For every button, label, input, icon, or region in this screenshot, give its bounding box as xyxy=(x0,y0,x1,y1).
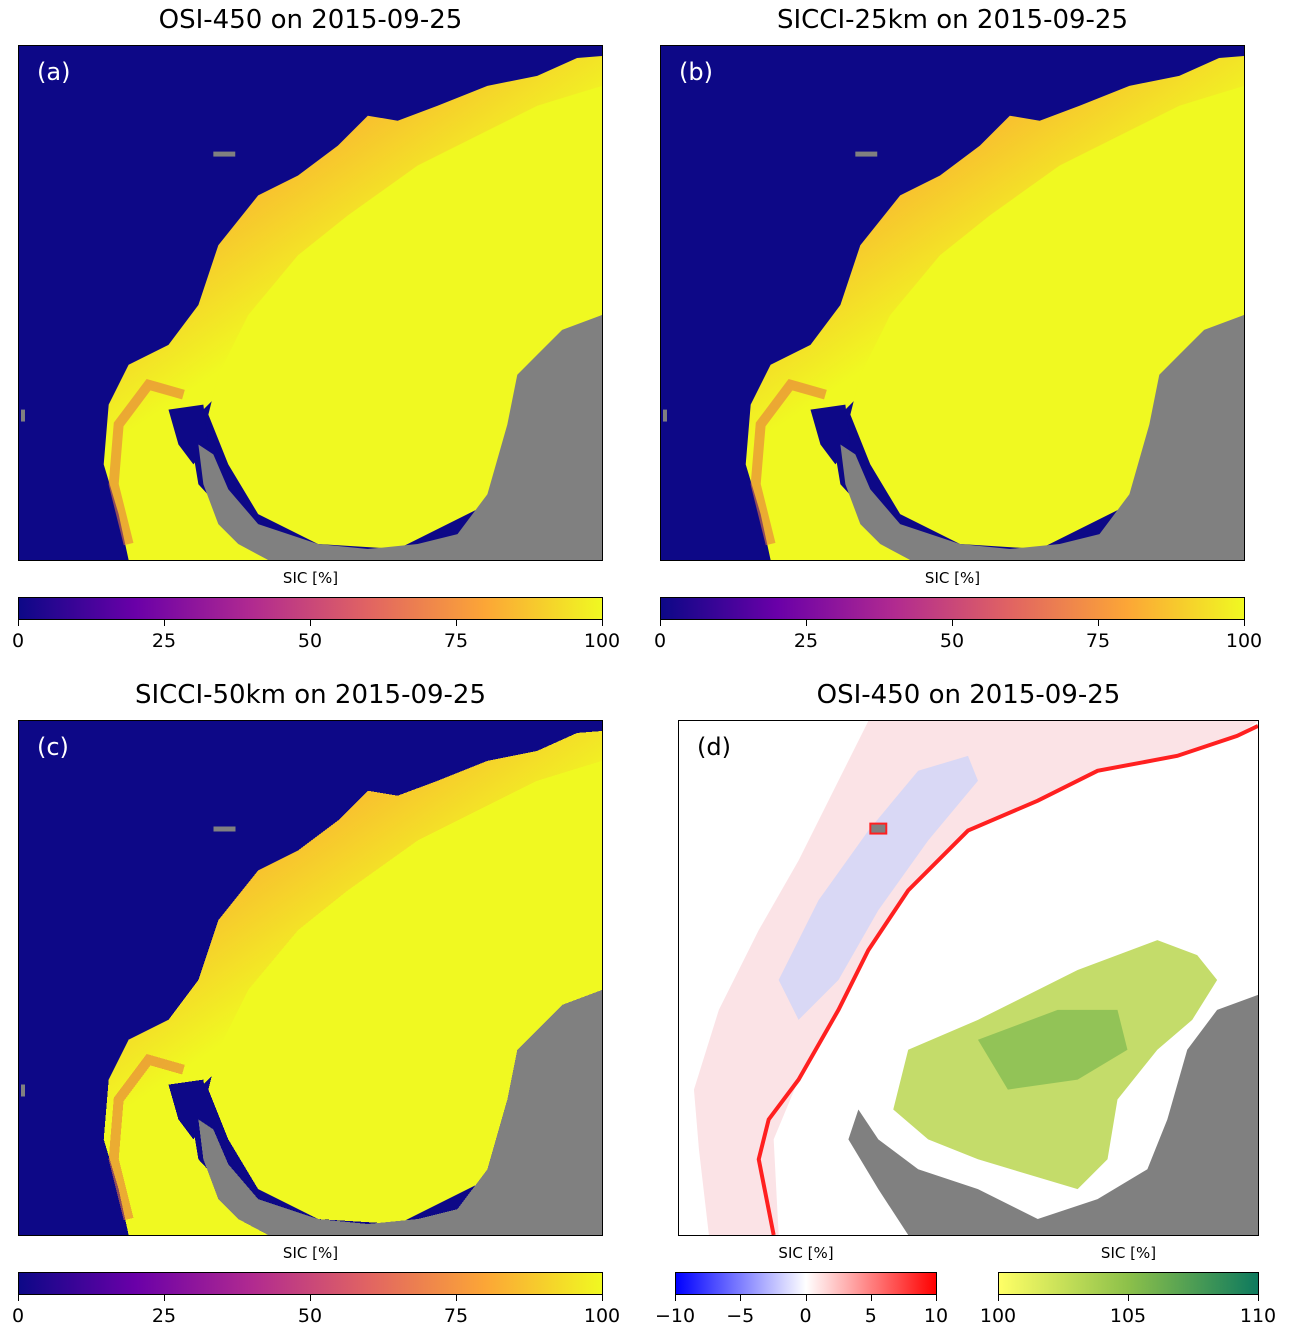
colorbar-c-tick xyxy=(164,1295,165,1301)
colorbar-c-label: SIC [%] xyxy=(282,1244,339,1262)
ice-edge-band xyxy=(108,1053,185,1221)
land-fragment xyxy=(20,409,25,422)
colorbar-d-overshoot-label: SIC [%] xyxy=(1100,1244,1157,1262)
colorbar-a-tick-label: 25 xyxy=(151,630,177,652)
panel-d-label: (d) xyxy=(697,733,731,761)
colorbar-d-difference-tick-label: −10 xyxy=(654,1305,696,1327)
colorbar-a xyxy=(18,597,603,620)
colorbar-a-tick xyxy=(310,620,311,626)
ice-edge-red-line xyxy=(756,724,1258,1235)
colorbar-b-tick-label: 100 xyxy=(1225,630,1263,652)
colorbar-b-tick xyxy=(1098,620,1099,626)
colorbar-c-tick-label: 25 xyxy=(151,1305,177,1327)
panel-c-label: (c) xyxy=(37,733,69,761)
panel-a-map: (a) xyxy=(18,45,603,561)
land-island xyxy=(869,822,888,835)
polynya xyxy=(168,404,209,465)
colorbar-d-overshoot-tick-label: 110 xyxy=(1239,1305,1277,1327)
colorbar-d-difference xyxy=(675,1272,937,1295)
blue-difference-region xyxy=(778,755,978,1020)
colorbar-d-difference-tick xyxy=(740,1295,742,1301)
colorbar-a-tick-label: 75 xyxy=(443,630,469,652)
sic-map xyxy=(20,55,602,560)
land-fragment xyxy=(20,1084,25,1097)
colorbar-b xyxy=(660,597,1245,620)
panel-d-title: OSI-450 on 2015-09-25 xyxy=(816,680,1121,710)
colorbar-a-label: SIC [%] xyxy=(282,569,339,587)
colorbar-a-tick-label: 0 xyxy=(11,630,25,652)
land-island xyxy=(213,151,236,157)
positive-difference-core xyxy=(977,1009,1128,1090)
colorbar-c xyxy=(18,1272,603,1295)
land xyxy=(848,994,1258,1235)
difference-map xyxy=(693,721,1258,1235)
colorbar-b-tick xyxy=(660,620,661,626)
panel-b-map: (b) xyxy=(660,45,1245,561)
colorbar-a-tick xyxy=(456,620,457,626)
colorbar-d-difference-tick xyxy=(936,1295,937,1301)
colorbar-d-difference-tick-label: −5 xyxy=(726,1305,755,1327)
land xyxy=(840,314,1244,560)
sic-map xyxy=(20,730,602,1235)
colorbar-d-difference-tick xyxy=(805,1295,807,1301)
colorbar-c-tick-label: 100 xyxy=(583,1305,621,1327)
ice-edge-band xyxy=(108,378,185,546)
colorbar-d-overshoot-tick-label: 105 xyxy=(1109,1305,1147,1327)
colorbar-a-tick xyxy=(164,620,165,626)
colorbar-b-tick-label: 0 xyxy=(653,630,667,652)
colorbar-c-tick xyxy=(456,1295,457,1301)
colorbar-d-difference-tick-label: 10 xyxy=(923,1305,949,1327)
colorbar-d-overshoot-tick xyxy=(1128,1295,1129,1301)
colorbar-c-tick xyxy=(18,1295,19,1301)
sic-map xyxy=(662,55,1244,560)
colorbar-d-difference-label: SIC [%] xyxy=(778,1244,834,1262)
colorbar-d-overshoot-tick-label: 100 xyxy=(979,1305,1017,1327)
colorbar-d-overshoot-tick xyxy=(998,1295,999,1301)
land-fragment xyxy=(662,409,667,422)
colorbar-b-tick xyxy=(1244,620,1245,626)
ice-edge-band xyxy=(750,378,827,546)
colorbar-a-tick-label: 100 xyxy=(583,630,621,652)
colorbar-d-overshoot-tick xyxy=(1258,1295,1259,1301)
consolidated-sea-ice xyxy=(208,760,602,1225)
consolidated-sea-ice xyxy=(208,85,602,550)
colorbar-b-tick xyxy=(952,620,953,626)
colorbar-a-tick xyxy=(602,620,603,626)
panel-c-map: (c) xyxy=(18,720,603,1236)
panel-c-title: SICCI-50km on 2015-09-25 xyxy=(134,680,486,710)
panel-a-title: OSI-450 on 2015-09-25 xyxy=(158,5,463,35)
panel-a-label: (a) xyxy=(37,58,71,86)
colorbar-c-tick-label: 75 xyxy=(443,1305,469,1327)
land-island xyxy=(213,826,236,832)
consolidated-sea-ice xyxy=(850,85,1244,550)
polynya xyxy=(168,1079,209,1140)
colorbar-c-tick xyxy=(310,1295,311,1301)
land-island xyxy=(855,151,878,157)
colorbar-a-tick xyxy=(18,620,19,626)
panel-b-label: (b) xyxy=(679,58,713,86)
colorbar-b-tick-label: 75 xyxy=(1085,630,1111,652)
colorbar-b-tick-label: 50 xyxy=(939,630,965,652)
negative-difference-band xyxy=(693,721,1258,1235)
colorbar-c-tick-label: 50 xyxy=(297,1305,323,1327)
colorbar-a-tick-label: 50 xyxy=(297,630,323,652)
colorbar-d-difference-tick xyxy=(675,1295,676,1301)
land xyxy=(198,989,602,1235)
colorbar-d-difference-tick-label: 0 xyxy=(799,1305,812,1327)
colorbar-b-label: SIC [%] xyxy=(924,569,981,587)
colorbar-c-tick xyxy=(602,1295,603,1301)
land xyxy=(198,314,602,560)
colorbar-d-overshoot xyxy=(998,1272,1259,1295)
panel-b-title: SICCI-25km on 2015-09-25 xyxy=(776,5,1128,35)
panel-d-map: (d) xyxy=(678,720,1259,1236)
colorbar-d-difference-tick-label: 5 xyxy=(864,1305,877,1327)
colorbar-b-tick-label: 25 xyxy=(793,630,819,652)
colorbar-d-difference-tick xyxy=(870,1295,872,1301)
polynya xyxy=(810,404,851,465)
colorbar-c-tick-label: 0 xyxy=(11,1305,25,1327)
colorbar-b-tick xyxy=(806,620,807,626)
